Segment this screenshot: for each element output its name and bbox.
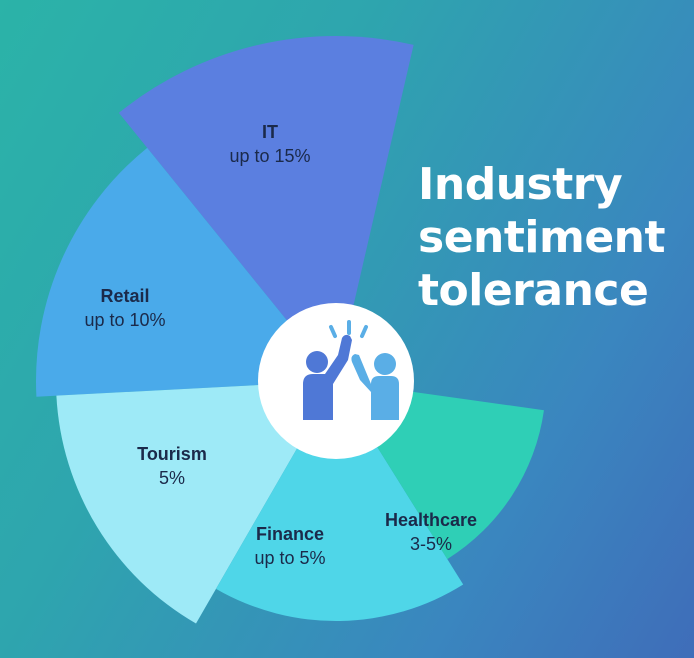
high-five-icon (303, 320, 399, 420)
segment-finance (216, 381, 464, 621)
segment-retail (36, 147, 337, 397)
segment-value-label: up to 5% (254, 548, 325, 568)
person-right-body (351, 354, 399, 420)
person-left-head (306, 351, 328, 373)
chart-labels: IT up to 15% Retail up to 10% Tourism 5% Finan… (84, 122, 477, 568)
spark-line (360, 325, 368, 338)
title-line: tolerance (418, 265, 649, 316)
segment-name-label: Retail (100, 286, 149, 306)
title-line: Industry (418, 159, 623, 210)
segment-tourism (56, 381, 337, 624)
spark-line (329, 325, 337, 338)
center-badge (258, 303, 414, 459)
segment-value-label: 5% (159, 468, 185, 488)
title-line: sentiment (418, 212, 666, 263)
person-left-body (303, 334, 352, 420)
segment-name-label: IT (262, 122, 278, 142)
person-right-head (374, 353, 396, 375)
segment-it (118, 36, 414, 381)
segment-value-label: 3-5% (410, 534, 452, 554)
segment-value-label: up to 15% (229, 146, 310, 166)
segment-name-label: Healthcare (385, 510, 477, 530)
segment-value-label: up to 10% (84, 310, 165, 330)
segment-name-label: Tourism (137, 444, 207, 464)
chart-title: Industry sentiment tolerance (418, 158, 688, 317)
segment-name-label: Finance (256, 524, 324, 544)
